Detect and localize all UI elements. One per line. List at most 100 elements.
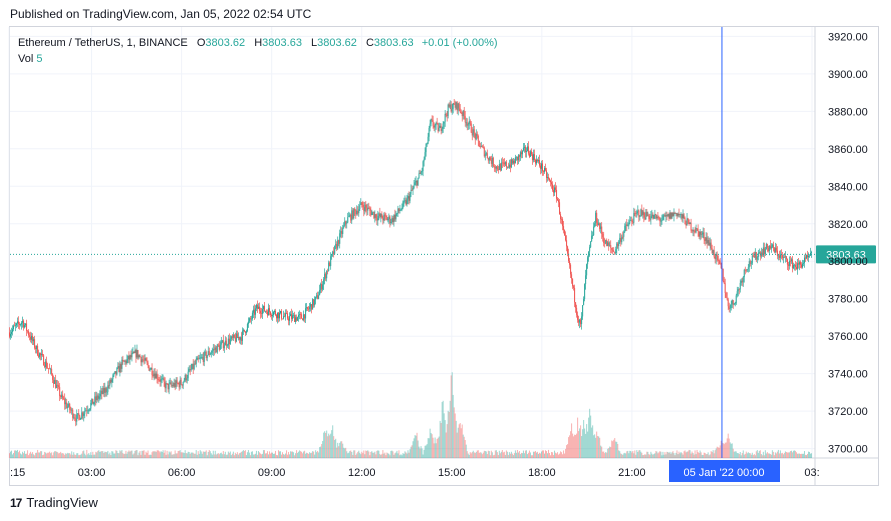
- volume-bar: [418, 446, 420, 458]
- candle-body: [297, 317, 299, 321]
- volume-bar: [793, 450, 795, 458]
- candle-body: [511, 159, 513, 164]
- candle-body: [162, 378, 164, 380]
- volume-bar: [502, 452, 504, 458]
- candle-body: [470, 123, 472, 133]
- volume-bar: [210, 453, 212, 458]
- volume-bar: [79, 454, 81, 458]
- candle-body: [332, 251, 334, 255]
- volume-bar: [548, 449, 550, 458]
- candle-body: [300, 314, 302, 315]
- candle-body: [493, 166, 495, 168]
- volume-bar: [743, 454, 745, 458]
- candle-body: [328, 262, 330, 271]
- volume-bar: [75, 454, 77, 458]
- volume-bar: [99, 451, 101, 458]
- candle-body: [39, 353, 41, 357]
- candle-body: [141, 359, 143, 363]
- candle-body: [106, 391, 108, 393]
- candle-body: [744, 269, 746, 271]
- volume-bar: [499, 453, 501, 458]
- candle-body: [119, 364, 121, 373]
- volume-bar: [87, 454, 89, 458]
- candle-body: [152, 375, 154, 376]
- candle-body: [358, 209, 360, 214]
- volume-bar: [791, 452, 793, 458]
- candle-body: [710, 242, 712, 249]
- candle-body: [694, 231, 696, 233]
- volume-bar: [440, 422, 442, 458]
- candle-body: [509, 164, 511, 168]
- candle-body: [359, 204, 361, 210]
- volume-bar: [364, 454, 366, 458]
- candle-body: [624, 225, 626, 232]
- volume-bar: [259, 453, 261, 458]
- volume-bar: [637, 452, 639, 458]
- candle-body: [585, 275, 587, 285]
- candle-body: [275, 315, 277, 319]
- candle-body: [722, 268, 724, 281]
- candle-body: [805, 255, 807, 259]
- candle-body: [20, 324, 22, 326]
- volume-bar: [647, 451, 649, 458]
- candle-body: [407, 196, 409, 199]
- volume-bar: [347, 453, 349, 458]
- volume-bar: [794, 450, 796, 458]
- volume-bar: [266, 451, 268, 458]
- candle-body: [594, 223, 596, 227]
- volume-bar: [361, 451, 363, 458]
- legend-symbol[interactable]: Ethereum / TetherUS, 1, BINANCE: [18, 37, 188, 49]
- legend-volume-label[interactable]: Vol: [18, 53, 34, 65]
- volume-bar: [728, 438, 730, 458]
- volume-bar: [470, 453, 472, 458]
- candle-body: [217, 344, 219, 346]
- volume-bar: [642, 455, 644, 458]
- candle-body: [273, 311, 275, 312]
- volume-bar: [771, 450, 773, 458]
- candle-body: [258, 306, 260, 311]
- volume-bar: [224, 451, 226, 458]
- tradingview-logo[interactable]: 17 TradingView: [10, 495, 98, 510]
- volume-bar: [273, 453, 275, 458]
- candle-body: [456, 102, 458, 111]
- volume-bar: [524, 450, 526, 458]
- volume-bar: [402, 453, 404, 458]
- candle-body: [709, 242, 711, 246]
- candle-body: [306, 307, 308, 309]
- candle-body: [219, 344, 221, 350]
- volume-bar: [587, 431, 589, 458]
- volume-bar: [807, 451, 809, 458]
- volume-bar: [293, 452, 295, 458]
- volume-bar: [261, 453, 263, 458]
- volume-bar: [229, 451, 231, 458]
- candle-body: [327, 270, 329, 272]
- candle-body: [11, 331, 13, 334]
- candle-body: [215, 347, 217, 353]
- candle-body: [797, 263, 799, 265]
- candle-body: [282, 318, 284, 320]
- volume-bar: [720, 440, 722, 458]
- volume-bar: [490, 450, 492, 458]
- candle-body: [333, 251, 335, 254]
- candle-body: [315, 296, 317, 300]
- candle-body: [528, 153, 530, 157]
- volume-bar: [186, 453, 188, 458]
- volume-bar: [70, 454, 72, 458]
- volume-bar: [750, 454, 752, 458]
- volume-bar: [348, 452, 350, 458]
- volume-bar: [460, 428, 462, 458]
- candle-body: [320, 283, 322, 290]
- volume-bar: [737, 453, 739, 458]
- volume-bar: [130, 450, 132, 458]
- volume-bar: [727, 433, 729, 458]
- candle-body: [702, 232, 704, 235]
- candle-body: [679, 214, 681, 216]
- candle-body: [218, 345, 220, 350]
- candle-body: [73, 417, 75, 419]
- candle-body: [24, 325, 26, 328]
- volume-bar: [597, 436, 599, 458]
- volume-bar: [461, 424, 463, 458]
- candle-body: [488, 157, 490, 161]
- volume-bar: [613, 439, 615, 458]
